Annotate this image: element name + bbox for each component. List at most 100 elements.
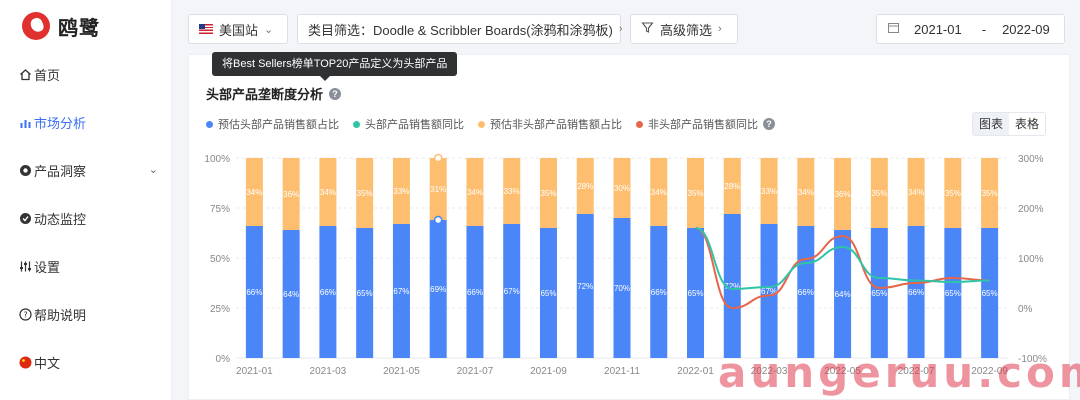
x-tick-label: 2021-01 <box>236 366 273 377</box>
date-start[interactable]: 2021-01 <box>914 21 962 37</box>
bar-label-nonhead: 34% <box>798 188 814 197</box>
x-tick-label: 2022-09 <box>971 366 1008 377</box>
bar-chart-icon <box>18 115 32 129</box>
calendar-icon <box>887 21 900 37</box>
y-right-tick-label: 0% <box>1018 304 1033 315</box>
view-toggle: 图表 表格 <box>972 112 1047 136</box>
bar-label-nonhead: 36% <box>283 190 299 199</box>
y-right-tick-label: 100% <box>1018 254 1044 265</box>
site-selector[interactable]: 美国站 ⌄ <box>188 14 288 44</box>
bar-label-nonhead: 33% <box>761 187 777 196</box>
bar-label-nonhead: 34% <box>320 188 336 197</box>
legend-item-nonhead-yoy[interactable]: 非头部产品销售额同比 ? <box>636 116 775 132</box>
home-icon <box>18 67 32 81</box>
bar-label-head: 65% <box>871 289 887 298</box>
bar-label-nonhead: 34% <box>246 188 262 197</box>
bar-label-nonhead: 33% <box>504 187 520 196</box>
category-filter[interactable]: 类目筛选：Doodle & Scribbler Boards(涂鸦和涂鸦板) › <box>297 14 623 44</box>
legend-item-head-yoy[interactable]: 头部产品销售额同比 <box>353 116 464 132</box>
bar-label-nonhead: 35% <box>871 189 887 198</box>
legend-dot <box>353 120 360 128</box>
bar-nonhead-share <box>356 158 374 228</box>
china-flag-icon <box>18 355 32 369</box>
bar-label-head: 65% <box>540 289 556 298</box>
line-nonhead-yoy <box>695 227 990 310</box>
legend-item-nonhead-share[interactable]: 预估非头部产品销售额占比 <box>478 116 622 132</box>
hover-point-nonhead <box>433 153 443 163</box>
bar-nonhead-share <box>466 158 484 226</box>
sidebar-item-home[interactable]: 首页 <box>18 62 158 86</box>
sidebar-item-label: 设置 <box>34 259 61 275</box>
bar-nonhead-share <box>907 158 925 226</box>
bar-nonhead-share <box>245 158 263 226</box>
x-tick-label: 2022-01 <box>677 366 714 377</box>
legend-dot <box>478 120 485 128</box>
section-title: 头部产品垄断度分析 ? <box>206 84 342 103</box>
bar-head-share <box>245 226 263 358</box>
bar-label-head: 66% <box>467 288 483 297</box>
sidebar-item-product-insight[interactable]: 产品洞察 ⌄ <box>18 158 158 182</box>
bar-label-head: 66% <box>246 288 262 297</box>
bar-nonhead-share <box>870 158 888 228</box>
bar-head-share <box>870 228 888 358</box>
sliders-icon <box>18 259 32 273</box>
bar-head-share <box>356 228 374 358</box>
date-separator: - <box>981 21 987 37</box>
sidebar-item-monitor[interactable]: 动态监控 <box>18 206 158 230</box>
sidebar-item-label: 中文 <box>34 355 61 371</box>
chevron-right-icon: › <box>718 23 722 35</box>
bar-label-head: 70% <box>614 284 630 293</box>
table-view-button[interactable]: 表格 <box>1009 113 1046 135</box>
bar-head-share <box>723 214 741 358</box>
date-range-picker[interactable]: 2021-01 - 2022-09 <box>876 14 1065 44</box>
sidebar-item-label: 产品洞察 <box>34 163 87 179</box>
bar-label-head: 67% <box>504 287 520 296</box>
advanced-filter-button[interactable]: 高级筛选 › <box>630 14 738 44</box>
bar-nonhead-share <box>981 158 999 228</box>
bar-label-head: 66% <box>651 288 667 297</box>
logo-text: 鸥鹭 <box>58 17 100 40</box>
bar-head-share <box>613 218 631 358</box>
logo[interactable]: 鸥鹭 <box>22 10 100 42</box>
y-left-tick-label: 25% <box>210 304 230 315</box>
bar-label-nonhead: 34% <box>908 188 924 197</box>
bar-head-share <box>392 224 410 358</box>
sidebar-item-market-analysis[interactable]: 市场分析 <box>18 110 158 134</box>
bar-label-head: 67% <box>761 287 777 296</box>
sidebar-item-help[interactable]: ? 帮助说明 <box>18 302 158 326</box>
bar-label-nonhead: 33% <box>393 187 409 196</box>
bar-nonhead-share <box>687 158 705 228</box>
date-end[interactable]: 2022-09 <box>1002 21 1050 37</box>
bar-nonhead-share <box>944 158 962 228</box>
sidebar-item-label: 帮助说明 <box>34 307 87 323</box>
bar-nonhead-share <box>834 158 852 230</box>
question-icon[interactable]: ? <box>763 118 775 130</box>
sidebar-item-language[interactable]: 中文 <box>18 350 158 374</box>
legend-item-head-share[interactable]: 预估头部产品销售额占比 <box>206 116 339 132</box>
bar-label-nonhead: 35% <box>357 189 373 198</box>
sidebar-item-label: 市场分析 <box>34 115 87 131</box>
y-left-tick-label: 0% <box>216 354 231 365</box>
logo-bird-icon <box>22 12 50 40</box>
bar-label-head: 72% <box>577 282 593 291</box>
question-icon[interactable]: ? <box>329 87 342 100</box>
bar-head-share <box>944 228 962 358</box>
chevron-down-icon[interactable]: ⌄ <box>148 164 158 176</box>
bar-nonhead-share <box>319 158 337 226</box>
sidebar-item-settings[interactable]: 设置 <box>18 254 158 278</box>
sidebar-item-label: 动态监控 <box>34 211 87 227</box>
bar-label-nonhead: 28% <box>724 182 740 191</box>
y-left-tick-label: 50% <box>210 254 230 265</box>
bar-nonhead-share <box>539 158 557 228</box>
sidebar: 鸥鹭 首页 市场分析 产品洞察 ⌄ 动态监控 设置 ? 帮 <box>0 0 172 400</box>
chart-view-button[interactable]: 图表 <box>973 113 1010 135</box>
x-tick-label: 2022-03 <box>751 366 788 377</box>
bar-label-head: 66% <box>908 288 924 297</box>
bar-label-nonhead: 35% <box>945 189 961 198</box>
bar-label-nonhead: 31% <box>430 185 446 194</box>
advanced-filter-label: 高级筛选 <box>660 22 713 38</box>
legend-dot <box>206 120 213 128</box>
bar-head-share <box>760 224 778 358</box>
bar-label-head: 65% <box>982 289 998 298</box>
bar-label-nonhead: 35% <box>540 189 556 198</box>
